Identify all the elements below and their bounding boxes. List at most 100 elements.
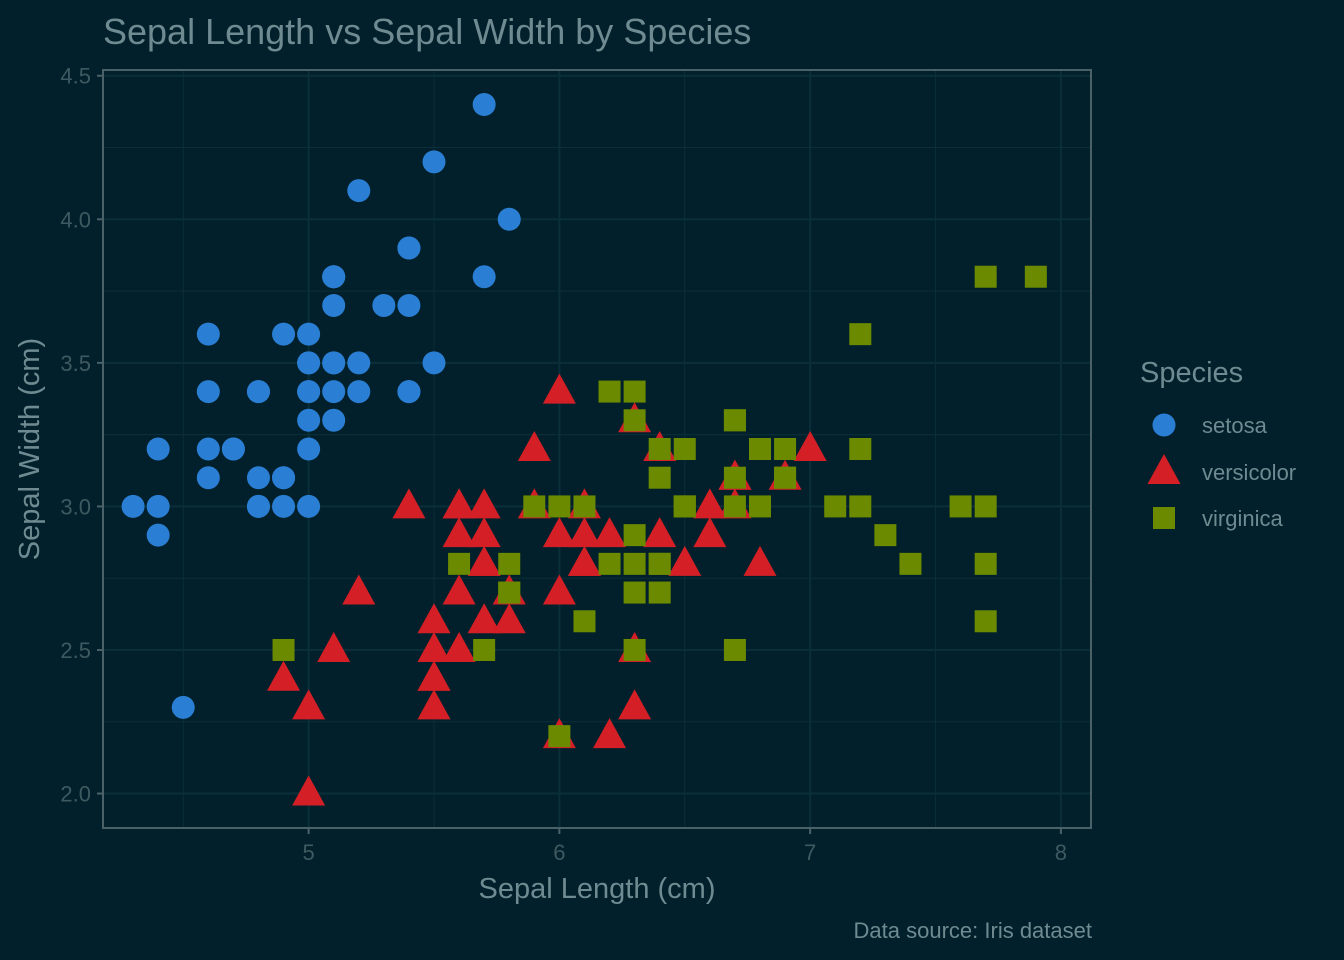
data-points <box>121 92 1047 806</box>
point-virginica <box>573 610 596 633</box>
point-setosa <box>146 523 170 547</box>
point-virginica <box>623 409 646 432</box>
point-setosa <box>121 494 145 518</box>
point-setosa <box>322 265 346 289</box>
point-setosa <box>196 380 220 404</box>
point-setosa <box>272 322 296 346</box>
point-virginica <box>498 581 521 604</box>
y-tick-label: 2.0 <box>60 782 91 807</box>
point-virginica <box>974 265 997 288</box>
point-versicolor <box>267 660 301 691</box>
point-versicolor <box>467 603 501 634</box>
point-setosa <box>196 322 220 346</box>
x-tick-label: 8 <box>1055 840 1067 865</box>
legend-label-virginica: virginica <box>1202 506 1283 531</box>
point-setosa <box>497 207 521 231</box>
point-setosa <box>472 92 496 116</box>
point-versicolor <box>668 545 702 576</box>
point-versicolor <box>517 431 551 461</box>
legend-title: Species <box>1140 357 1243 389</box>
point-versicolor <box>467 517 501 548</box>
point-setosa <box>246 466 270 490</box>
point-versicolor <box>542 517 576 548</box>
point-virginica <box>573 495 596 518</box>
point-virginica <box>598 552 621 575</box>
point-setosa <box>422 150 446 174</box>
point-versicolor <box>442 631 476 662</box>
point-setosa <box>297 351 321 375</box>
x-tick-label: 7 <box>804 840 816 865</box>
point-versicolor <box>743 545 777 576</box>
point-versicolor <box>317 631 351 662</box>
point-setosa <box>472 265 496 289</box>
point-virginica <box>949 495 972 518</box>
point-versicolor <box>467 488 501 519</box>
point-versicolor <box>292 689 326 720</box>
point-virginica <box>874 524 897 547</box>
point-virginica <box>623 581 646 604</box>
series-setosa <box>121 92 521 719</box>
point-setosa <box>347 179 371 203</box>
point-versicolor <box>417 689 451 720</box>
point-setosa <box>397 293 421 317</box>
point-setosa <box>322 293 346 317</box>
point-versicolor <box>442 488 476 519</box>
y-tick-label: 3.5 <box>60 351 91 376</box>
point-virginica <box>623 638 646 661</box>
point-virginica <box>974 552 997 575</box>
point-setosa <box>171 695 195 719</box>
point-setosa <box>372 293 396 317</box>
point-virginica <box>748 438 771 460</box>
point-virginica <box>748 495 771 518</box>
x-tick-label: 6 <box>553 840 565 865</box>
point-virginica <box>498 552 521 575</box>
point-versicolor <box>342 574 376 605</box>
point-versicolor <box>593 517 627 548</box>
legend-key-versicolor <box>1147 454 1181 484</box>
point-virginica <box>473 638 496 661</box>
legend: Species setosa versicolor virginica <box>1140 357 1296 531</box>
point-versicolor <box>417 660 451 691</box>
x-axis-title: Sepal Length (cm) <box>479 873 716 905</box>
point-virginica <box>899 552 922 575</box>
point-setosa <box>397 236 421 260</box>
point-versicolor <box>643 517 677 548</box>
point-virginica <box>648 438 671 460</box>
point-virginica <box>1024 265 1047 288</box>
point-virginica <box>548 725 571 748</box>
y-axis-title: Sepal Width (cm) <box>14 338 46 560</box>
point-setosa <box>397 380 421 404</box>
point-virginica <box>648 552 671 575</box>
point-setosa <box>297 437 321 461</box>
legend-label-setosa: setosa <box>1202 413 1268 438</box>
point-versicolor <box>542 373 576 404</box>
point-setosa <box>322 408 346 432</box>
point-setosa <box>322 351 346 375</box>
point-virginica <box>774 438 797 460</box>
point-setosa <box>297 494 321 518</box>
point-virginica <box>849 323 872 346</box>
point-virginica <box>648 581 671 604</box>
chart-title: Sepal Length vs Sepal Width by Species <box>103 11 751 52</box>
point-setosa <box>272 494 296 518</box>
point-versicolor <box>593 718 627 749</box>
point-versicolor <box>417 631 451 662</box>
point-virginica <box>774 466 797 489</box>
point-setosa <box>146 437 170 461</box>
point-versicolor <box>567 517 601 548</box>
series-virginica <box>272 265 1047 748</box>
point-setosa <box>196 437 220 461</box>
point-versicolor <box>442 517 476 548</box>
point-setosa <box>297 380 321 404</box>
point-versicolor <box>292 775 326 806</box>
point-setosa <box>246 494 270 518</box>
point-setosa <box>322 380 346 404</box>
point-setosa <box>422 351 446 375</box>
y-tick-label: 3.0 <box>60 494 91 519</box>
point-virginica <box>648 466 671 489</box>
point-setosa <box>347 351 371 375</box>
point-virginica <box>623 380 646 403</box>
point-versicolor <box>542 574 576 605</box>
y-tick-label: 4.0 <box>60 207 91 232</box>
